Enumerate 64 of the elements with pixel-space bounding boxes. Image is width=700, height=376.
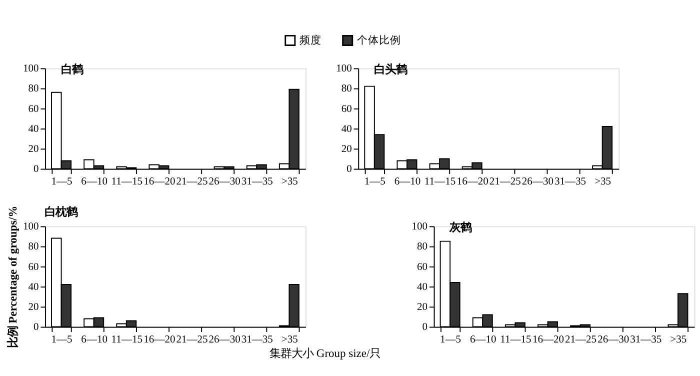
x-tick-label: 26—30 [208, 176, 240, 188]
x-axis-title: 集群大小 Group size/只 [270, 346, 381, 360]
y-tick-label: 40 [341, 124, 352, 135]
x-tick-label: 16—20 [144, 334, 176, 346]
y-tick-label: 60 [28, 262, 39, 273]
x-tick-label: 6—10 [470, 334, 496, 346]
chart-title: 白鹤 [60, 63, 83, 76]
y-tick-label: 20 [341, 144, 352, 156]
y-tick-label: 0 [346, 164, 352, 176]
x-tick-label: 21—25 [565, 334, 597, 346]
x-tick-label: 1—5 [51, 334, 72, 346]
x-tick-label: 16—20 [456, 176, 488, 188]
y-tick-label: 40 [28, 124, 39, 135]
x-tick-label: 21—25 [176, 334, 208, 346]
y-tick-label: 0 [34, 164, 39, 176]
x-tick-label: 26—30 [522, 176, 554, 188]
x-tick-label: 11—15 [111, 176, 142, 188]
x-tick-label: 1—5 [440, 334, 462, 346]
y-tick-label: 20 [28, 144, 39, 156]
legend-label: 个体比例 [357, 33, 402, 46]
y-tick-label: 100 [336, 64, 352, 75]
y-tick-label: 100 [23, 222, 39, 233]
x-tick-label: 21—25 [489, 176, 521, 188]
chart-title: 灰鹤 [448, 221, 472, 234]
y-tick-label: 80 [28, 242, 39, 253]
y-tick-label: 60 [417, 262, 428, 273]
x-tick-label: >35 [281, 334, 298, 346]
y-tick-label: 20 [28, 302, 39, 314]
y-axis-title: 比例 Percentage of groups/% [6, 206, 20, 348]
y-tick-label: 40 [417, 282, 428, 293]
x-tick-label: 6—10 [394, 176, 421, 188]
y-tick-label: 80 [417, 242, 428, 253]
x-tick-label: 26—30 [598, 334, 630, 346]
x-tick-label: 6—10 [81, 334, 108, 346]
y-tick-label: 0 [422, 322, 428, 334]
legend-label: 频度 [300, 33, 322, 46]
x-tick-label: 21—25 [176, 176, 208, 188]
y-tick-label: 100 [23, 64, 39, 75]
x-tick-label: 31—35 [554, 176, 586, 188]
x-tick-label: 11—15 [500, 334, 532, 346]
x-tick-label: 16—20 [144, 176, 176, 188]
x-tick-label: 31—35 [630, 334, 662, 346]
y-tick-label: 80 [28, 84, 39, 95]
x-tick-label: 1—5 [51, 176, 72, 188]
x-tick-label: 11—15 [424, 176, 456, 188]
y-tick-label: 20 [417, 302, 428, 314]
chart-title: 白头鹤 [374, 63, 407, 76]
x-tick-label: 1—5 [364, 176, 386, 188]
y-tick-label: 80 [341, 84, 352, 95]
x-tick-label: >35 [670, 334, 687, 346]
x-tick-label: 31—35 [241, 334, 273, 346]
x-tick-label: 26—30 [208, 334, 240, 346]
x-tick-label: 6—10 [81, 176, 108, 188]
y-tick-label: 60 [341, 104, 352, 115]
x-tick-label: >35 [594, 176, 612, 188]
chart-title: 白枕鹤 [44, 205, 78, 218]
x-tick-label: 31—35 [241, 176, 273, 188]
y-tick-label: 40 [28, 282, 39, 293]
y-tick-label: 0 [34, 322, 39, 334]
x-tick-label: >35 [281, 176, 298, 188]
y-tick-label: 100 [412, 222, 428, 233]
x-tick-label: 16—20 [532, 334, 564, 346]
y-tick-label: 60 [28, 104, 39, 115]
x-tick-label: 11—15 [111, 334, 142, 346]
